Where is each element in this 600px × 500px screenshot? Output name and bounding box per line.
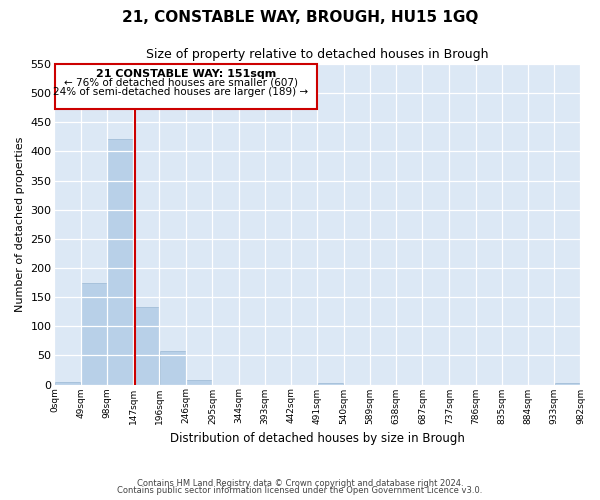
Bar	[187, 380, 212, 384]
Bar	[160, 350, 186, 384]
Y-axis label: Number of detached properties: Number of detached properties	[15, 136, 25, 312]
Bar	[133, 307, 159, 384]
Text: ← 76% of detached houses are smaller (607): ← 76% of detached houses are smaller (60…	[64, 78, 298, 88]
Text: 21 CONSTABLE WAY: 151sqm: 21 CONSTABLE WAY: 151sqm	[96, 69, 277, 79]
Text: Contains public sector information licensed under the Open Government Licence v3: Contains public sector information licen…	[118, 486, 482, 495]
Bar	[81, 282, 107, 384]
Bar	[318, 383, 343, 384]
FancyBboxPatch shape	[55, 64, 317, 110]
Bar	[554, 383, 580, 384]
Title: Size of property relative to detached houses in Brough: Size of property relative to detached ho…	[146, 48, 489, 62]
Bar	[107, 138, 133, 384]
Text: Contains HM Land Registry data © Crown copyright and database right 2024.: Contains HM Land Registry data © Crown c…	[137, 478, 463, 488]
Text: 24% of semi-detached houses are larger (189) →: 24% of semi-detached houses are larger (…	[53, 86, 308, 97]
X-axis label: Distribution of detached houses by size in Brough: Distribution of detached houses by size …	[170, 432, 465, 445]
Text: 21, CONSTABLE WAY, BROUGH, HU15 1GQ: 21, CONSTABLE WAY, BROUGH, HU15 1GQ	[122, 10, 478, 25]
Bar	[55, 382, 80, 384]
